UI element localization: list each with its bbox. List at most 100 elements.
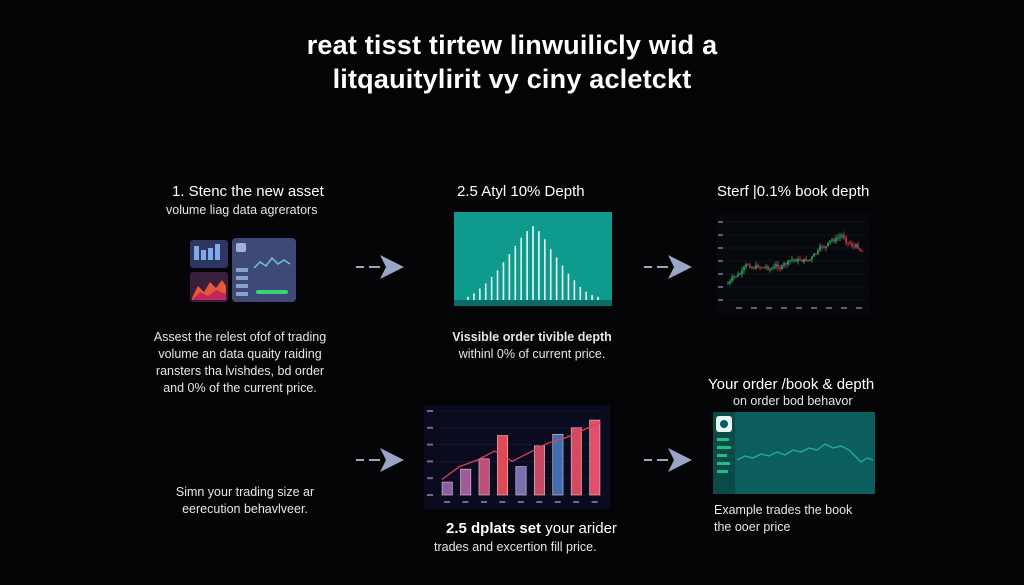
trade-tick — [573, 501, 580, 503]
candle-body — [747, 264, 749, 266]
candle-body — [813, 253, 815, 257]
trade-tick — [427, 494, 433, 496]
candle-body — [729, 280, 731, 284]
diagram-title-line-2: litqauitylirit vy ciny acletckt — [332, 64, 692, 94]
candle-body — [859, 248, 861, 251]
depth-baseline — [454, 300, 612, 306]
candle-body — [833, 239, 835, 242]
step2-description-line: withinl 0% of current price. — [458, 347, 606, 361]
candle-body — [777, 264, 779, 268]
candle-tick — [736, 307, 742, 309]
candle-body — [823, 247, 825, 249]
candle-body — [785, 263, 787, 265]
candle-body — [811, 256, 813, 260]
candle-body — [759, 267, 761, 269]
candle-body — [807, 260, 809, 262]
candle-body — [789, 260, 791, 262]
candle-body — [829, 240, 831, 243]
candle-tick — [856, 307, 862, 309]
step2-description: Vissible order tivible depth withinl 0% … — [432, 329, 632, 363]
step5-heading-rest: your arider — [541, 520, 617, 537]
order-book-sidebar — [713, 412, 735, 494]
trade-bar — [533, 445, 545, 496]
step6-heading: Your order /book & depth — [708, 376, 875, 393]
candle-body — [727, 283, 729, 285]
candle-body — [817, 250, 819, 254]
trade-tick — [462, 501, 469, 503]
step1-heading: 1. Stenc the new asset — [172, 183, 324, 200]
trade-bar — [552, 433, 564, 496]
candle-body — [861, 250, 863, 252]
trade-tick — [427, 426, 433, 429]
candle-body — [855, 244, 857, 247]
candle-body — [857, 244, 859, 249]
candle-body — [793, 259, 795, 261]
order-book-chart — [713, 412, 875, 494]
candle-body — [737, 274, 739, 277]
arrow-right-icon — [356, 255, 404, 279]
candle-tick — [796, 307, 802, 309]
candle-body — [775, 264, 777, 267]
candle-body — [757, 265, 759, 268]
candle-tick — [718, 273, 723, 275]
candle-body — [851, 243, 853, 247]
depth-chart-panel — [454, 212, 612, 306]
step4-description-line: eerecution behavlveer. — [182, 502, 308, 516]
trade-tick — [427, 443, 433, 446]
trade-bar — [441, 481, 453, 496]
diagram-title-line-1: reat tisst tirtew linwuilicly wid a — [306, 30, 718, 60]
candle-body — [763, 267, 765, 269]
candle-body — [753, 267, 755, 269]
trade-size-chart-panel — [424, 405, 610, 509]
candle-body — [803, 258, 805, 262]
candle-body — [731, 277, 733, 281]
step6-description-line: the ooer price — [714, 520, 791, 534]
candle-tick — [718, 247, 723, 249]
step6-description-line: Example trades the book — [714, 503, 853, 517]
candle-body — [795, 259, 797, 262]
step5-heading-bold: 2.5 dplats set — [446, 520, 542, 537]
candle-body — [735, 276, 737, 278]
candle-body — [791, 259, 793, 261]
step2-description-line: Vissible order tivible depth — [452, 330, 612, 344]
candle-body — [755, 265, 757, 269]
candle-body — [765, 266, 767, 268]
candle-body — [749, 264, 751, 268]
trade-tick — [427, 410, 433, 412]
candle-body — [781, 265, 783, 269]
candle-tick — [811, 307, 817, 309]
order-book-panel — [713, 412, 875, 494]
candle-body — [835, 238, 837, 242]
trade-bar — [497, 435, 509, 496]
step1-description-line: ransters tha lvishdes, bd order — [155, 364, 325, 378]
step6-description: Example trades the book the ooer price — [714, 502, 852, 536]
trade-tick — [480, 501, 487, 503]
trade-tick — [536, 501, 543, 503]
candlestick-background — [716, 214, 870, 314]
depth-chart — [454, 212, 612, 306]
step1-subheading: volume liag data agrerators — [166, 203, 318, 217]
candle-tick — [826, 307, 832, 309]
candle-body — [827, 242, 829, 247]
step1-description-line: and 0% of the current price. — [163, 381, 317, 395]
candle-body — [743, 267, 745, 271]
order-book-line — [736, 443, 874, 463]
trade-price-line — [441, 422, 601, 481]
candle-body — [825, 246, 827, 248]
candle-body — [783, 263, 785, 266]
candle-body — [799, 259, 801, 261]
step6-subheading: on order bod behavor — [733, 394, 853, 408]
trade-bar — [589, 419, 601, 496]
step2-heading: 2.5 Atyl 10% Depth — [457, 183, 585, 200]
candle-body — [761, 267, 763, 269]
candle-body — [847, 242, 849, 244]
step3-heading: Sterf |0.1% book depth — [717, 183, 870, 200]
candle-body — [771, 268, 773, 270]
order-book-background — [713, 412, 875, 494]
candle-body — [843, 235, 845, 239]
candle-tick — [766, 307, 772, 309]
aggregator-dashboard-illustration — [190, 238, 298, 304]
candle-body — [773, 266, 775, 269]
trade-tick — [591, 501, 598, 503]
candle-body — [853, 246, 855, 248]
